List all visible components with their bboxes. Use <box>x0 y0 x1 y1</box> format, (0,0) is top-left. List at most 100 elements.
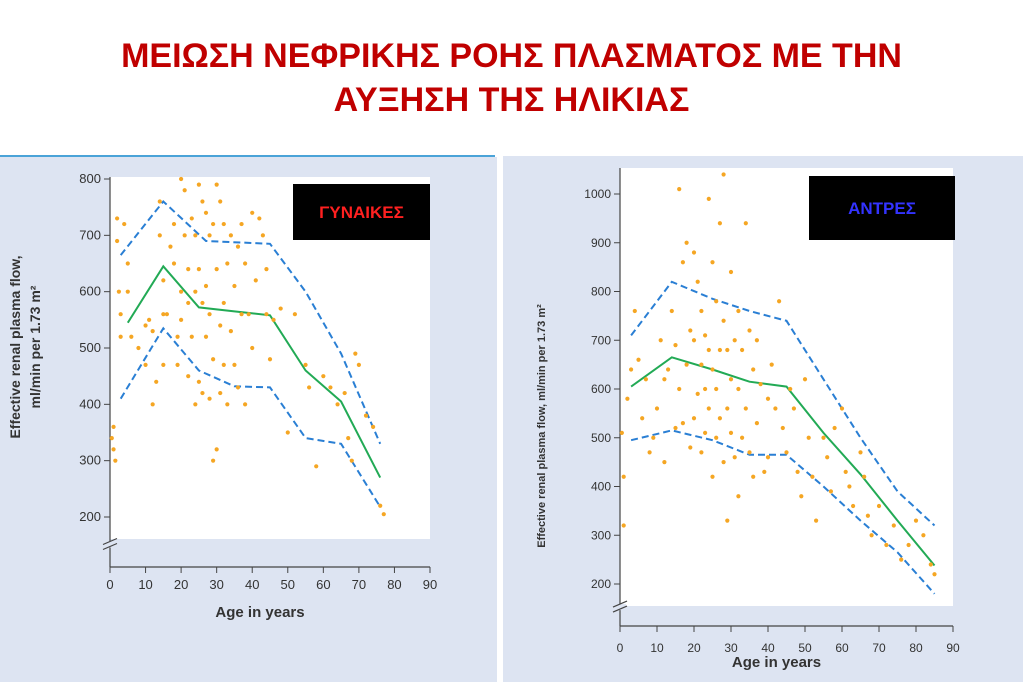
x-tick-label: 30 <box>724 641 738 655</box>
data-point <box>706 196 711 201</box>
y-tick-label: 600 <box>79 284 101 299</box>
data-point <box>214 447 219 452</box>
data-point <box>207 396 212 401</box>
mean-line <box>126 264 382 479</box>
data-point <box>740 347 745 353</box>
data-point <box>225 261 230 266</box>
data-point <box>662 460 667 465</box>
chart-panel-women: 200 300 400 500 600 700 800 0 10 20 30 40 50 60 70 80 90… <box>0 157 497 682</box>
data-point <box>680 421 685 426</box>
data-point <box>150 329 155 334</box>
data-point <box>250 345 255 351</box>
y-tick-label: 700 <box>79 227 101 242</box>
x-tick-label: 20 <box>174 577 188 592</box>
x-axis-label: Age in years <box>215 604 304 621</box>
axis-break-gap <box>104 541 116 548</box>
data-point <box>218 199 223 204</box>
data-point <box>688 445 693 450</box>
data-point <box>179 317 184 322</box>
y-tick-label: 400 <box>79 396 101 411</box>
data-point <box>765 455 771 460</box>
data-point <box>736 494 741 499</box>
x-tick-label: 30 <box>209 577 223 592</box>
data-point <box>193 289 198 294</box>
data-point <box>654 406 660 411</box>
data-point <box>621 474 626 479</box>
data-point <box>250 210 255 215</box>
data-point <box>321 374 326 379</box>
data-point <box>703 430 708 435</box>
x-tick-label: 50 <box>281 577 295 592</box>
data-point <box>673 425 678 431</box>
data-point <box>832 425 837 431</box>
y-tick-label: 300 <box>79 453 101 468</box>
data-point <box>292 312 297 317</box>
data-point <box>625 396 630 401</box>
y-tick-label: 500 <box>79 340 101 355</box>
data-point <box>717 416 722 421</box>
data-point <box>349 458 354 463</box>
data-point <box>189 334 194 339</box>
data-point <box>728 430 734 435</box>
x-tick-label: 0 <box>106 577 113 592</box>
y-axis-label: Effective renal plasma flow, <box>7 255 23 438</box>
data-point <box>200 199 205 204</box>
data-point <box>346 436 351 441</box>
x-tick-label: 70 <box>352 577 366 592</box>
data-point <box>721 172 726 177</box>
data-point <box>122 221 127 227</box>
data-point <box>182 188 187 193</box>
y-axis-label: Effective renal plasma flow, ml/min per … <box>536 304 548 548</box>
data-point <box>717 221 722 226</box>
data-point <box>762 469 767 474</box>
data-point <box>691 416 697 421</box>
data-point <box>747 328 752 333</box>
data-point <box>264 267 269 272</box>
data-point <box>684 240 689 245</box>
data-point <box>381 512 386 517</box>
data-point <box>267 357 273 362</box>
data-point <box>211 458 216 463</box>
data-point <box>175 362 180 367</box>
data-point <box>147 317 152 322</box>
data-point <box>765 396 771 401</box>
data-point <box>196 267 201 272</box>
data-point <box>799 494 804 499</box>
data-point <box>303 362 308 367</box>
mean-line <box>630 356 936 567</box>
data-point <box>684 362 689 367</box>
data-point <box>161 312 166 317</box>
data-point <box>118 312 123 317</box>
data-point <box>356 362 361 367</box>
data-point <box>246 312 251 317</box>
data-point <box>253 278 258 283</box>
data-point <box>168 244 173 249</box>
x-tick-label: 90 <box>946 641 960 655</box>
data-point <box>791 406 796 411</box>
data-point <box>619 430 624 435</box>
data-point <box>111 424 116 429</box>
chart-panel-men: 200 300 400 500 600 700 800 900 1000 0 10 20 30 40 50 6… <box>503 156 1023 682</box>
data-point <box>784 450 789 455</box>
data-point <box>666 367 671 372</box>
data-point <box>651 435 656 440</box>
y-tick-label: 800 <box>591 285 611 299</box>
data-point <box>721 460 726 465</box>
data-point <box>869 533 874 538</box>
data-point <box>751 367 756 372</box>
title-line-2: ΑΥΞΗΣΗ ΤΗΣ ΗΛΙΚΙΑΣ <box>333 81 690 119</box>
data-point <box>125 289 130 294</box>
data-point <box>669 308 674 314</box>
slide-title: ΜΕΙΩΣΗ ΝΕΦΡΙΚΗΣ ΡΟΗΣ ΠΛΑΣΜΑΤΟΣ ΜΕ ΤΗΝ ΑΥ… <box>0 34 1023 122</box>
data-point <box>806 435 811 440</box>
data-point <box>721 318 726 323</box>
x-tick-label: 0 <box>617 641 624 655</box>
data-point <box>728 377 734 382</box>
data-point <box>862 474 867 479</box>
chart-men: 200 300 400 500 600 700 800 900 1000 0 10 20 30 40 50 6… <box>536 168 960 671</box>
upper-limit <box>630 280 936 527</box>
data-point <box>751 474 756 479</box>
data-point <box>203 283 209 289</box>
data-point <box>164 312 169 317</box>
data-point <box>371 424 376 429</box>
